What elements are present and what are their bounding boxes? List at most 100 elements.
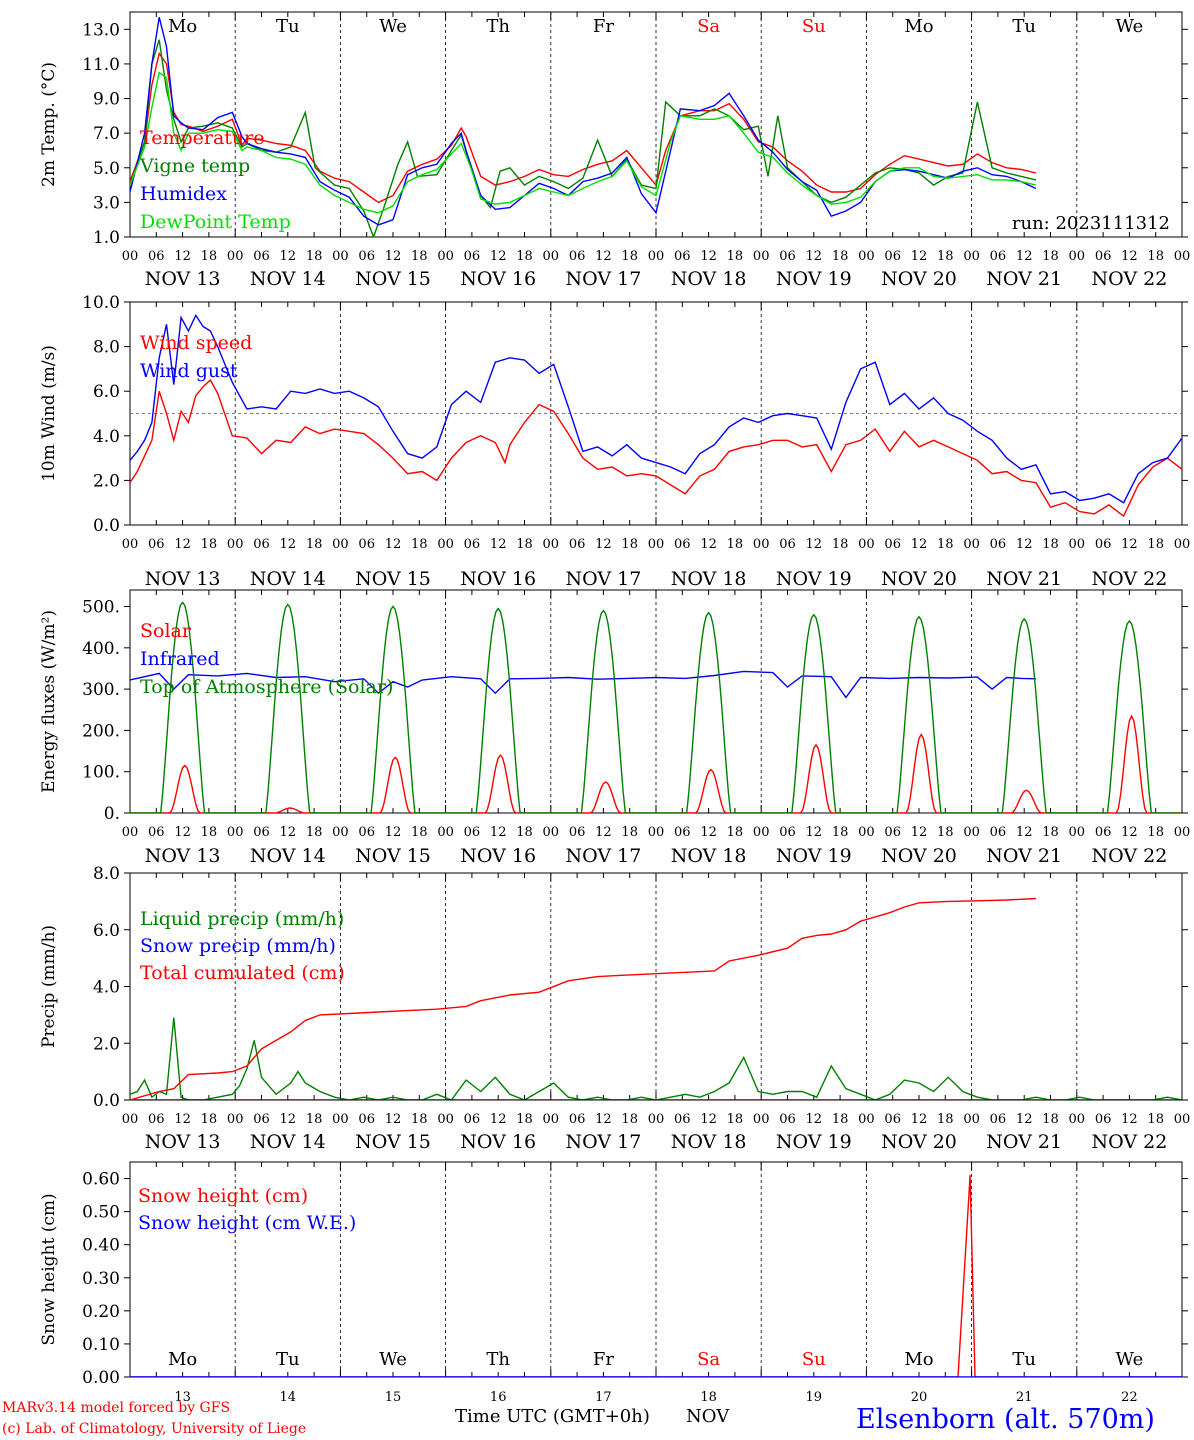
date-label: NOV 16	[460, 1131, 536, 1153]
hour-label: 00	[858, 825, 875, 840]
series-total-cumulated-cm-	[130, 897, 1036, 1100]
hour-label: 06	[1095, 537, 1112, 552]
legend-entry: Infrared	[140, 648, 220, 670]
hour-label: 06	[569, 825, 586, 840]
date-label: NOV 16	[460, 845, 536, 867]
y-tick-label: 0.50	[82, 1203, 120, 1223]
hour-label: 00	[648, 537, 665, 552]
y-tick-label: 0.00	[82, 1368, 120, 1388]
y-tick-label: 4.0	[93, 427, 120, 447]
hour-label: 18	[516, 1112, 533, 1127]
hour-label: 00	[963, 1112, 980, 1127]
hour-label: 00	[543, 825, 560, 840]
day-label: Sa	[697, 16, 720, 37]
y-tick-label: 6.0	[93, 382, 120, 402]
hour-label: 06	[253, 537, 270, 552]
hour-label: 00	[332, 537, 349, 552]
date-label: NOV 15	[355, 568, 431, 590]
legend-entry: Total cumulated (cm)	[140, 962, 345, 984]
day-number: 15	[385, 1390, 402, 1405]
hour-label: 18	[621, 537, 638, 552]
hour-label: 06	[569, 537, 586, 552]
hour-label: 06	[674, 537, 691, 552]
hour-label: 12	[700, 1112, 717, 1127]
date-label: NOV 19	[776, 1131, 852, 1153]
date-label: NOV 19	[776, 568, 852, 590]
hour-label: 12	[806, 825, 823, 840]
hour-label: 12	[385, 249, 402, 264]
hour-label: 18	[1042, 249, 1059, 264]
hour-label: 00	[858, 537, 875, 552]
y-tick-label: 7.0	[93, 124, 120, 144]
date-label: NOV 19	[776, 268, 852, 290]
hour-label: 00	[332, 1112, 349, 1127]
hour-label: 12	[174, 537, 191, 552]
day-label: Mo	[904, 1349, 933, 1370]
y-axis-title: Energy fluxes (W/m²)	[39, 610, 59, 793]
hour-label: 18	[411, 1112, 428, 1127]
date-label: NOV 17	[565, 568, 641, 590]
hour-label: 12	[595, 249, 612, 264]
y-tick-label: 2.0	[93, 1034, 120, 1054]
day-label: We	[379, 16, 407, 37]
legend-entry: Snow height (cm)	[138, 1185, 308, 1207]
hour-label: 12	[385, 1112, 402, 1127]
hour-label: 00	[332, 825, 349, 840]
date-label: NOV 22	[1091, 1131, 1167, 1153]
series-vigne-temp	[130, 39, 1037, 237]
hour-label: 12	[174, 1112, 191, 1127]
hour-label: 12	[595, 537, 612, 552]
series-snow-height-cm-	[130, 1175, 1182, 1377]
hour-label: 00	[648, 825, 665, 840]
hour-label: 06	[779, 825, 796, 840]
hour-label: 00	[437, 249, 454, 264]
y-tick-label: 500.	[82, 598, 120, 618]
series-top-of-atmosphere-solar-	[130, 601, 1180, 813]
hour-label: 06	[148, 249, 165, 264]
hour-label: 18	[306, 825, 323, 840]
date-label: NOV 13	[145, 845, 221, 867]
hour-label: 18	[727, 249, 744, 264]
hour-label: 12	[490, 249, 507, 264]
date-label: NOV 14	[250, 568, 326, 590]
hour-label: 06	[358, 1112, 375, 1127]
hour-label: 06	[779, 249, 796, 264]
legend-entry: Solar	[140, 620, 192, 642]
hour-label: 06	[253, 825, 270, 840]
series-dewpoint-temp	[130, 71, 1037, 214]
hour-label: 12	[280, 825, 297, 840]
hour-label: 06	[990, 825, 1007, 840]
hour-label: 18	[937, 825, 954, 840]
hour-label: 18	[1042, 537, 1059, 552]
hour-label: 00	[963, 537, 980, 552]
hour-label: 18	[832, 825, 849, 840]
hour-label: 18	[621, 249, 638, 264]
hour-label: 00	[1174, 1112, 1191, 1127]
date-label: NOV 17	[565, 1131, 641, 1153]
day-label: Sa	[697, 1349, 720, 1370]
hour-label: 18	[516, 537, 533, 552]
y-tick-label: 0.40	[82, 1236, 120, 1256]
plot-frame	[129, 11, 1183, 238]
hour-label: 06	[990, 1112, 1007, 1127]
hour-label: 12	[1121, 825, 1138, 840]
date-label: NOV 13	[145, 568, 221, 590]
hour-label: 00	[227, 537, 244, 552]
hour-label: 18	[411, 537, 428, 552]
hour-label: 06	[253, 1112, 270, 1127]
hour-label: 00	[963, 249, 980, 264]
date-label: NOV 22	[1091, 268, 1167, 290]
hour-label: 18	[1042, 825, 1059, 840]
hour-label: 12	[1121, 249, 1138, 264]
y-tick-label: 100.	[82, 763, 120, 783]
hour-label: 06	[884, 249, 901, 264]
hour-label: 18	[832, 1112, 849, 1127]
series-wind-gust	[130, 313, 1182, 504]
hour-label: 12	[490, 1112, 507, 1127]
hour-label: 12	[595, 1112, 612, 1127]
date-label: NOV 14	[250, 268, 326, 290]
hour-label: 12	[700, 537, 717, 552]
hour-label: 06	[358, 537, 375, 552]
hour-label: 00	[858, 1112, 875, 1127]
panel-3: 0. 100. 200. 300. 400. 500. Energy fluxes (W/m…	[39, 589, 1190, 867]
